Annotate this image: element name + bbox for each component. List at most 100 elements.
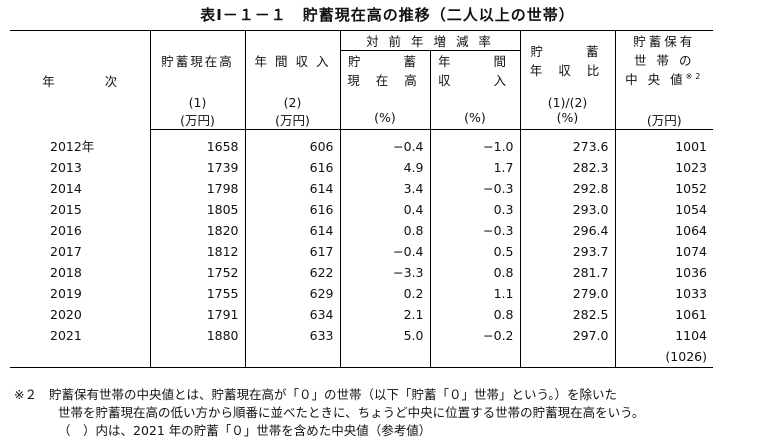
yoy-income-cell: −1.0 — [429, 129, 520, 157]
year-cell: 2019 — [50, 286, 82, 301]
savings-cell: 1739 — [149, 157, 245, 178]
median-incl-zero-cell: (1026) — [614, 346, 713, 368]
sub-ratio: (1)/(2) — [547, 95, 588, 110]
yoy-savings-cell: 0.4 — [339, 199, 430, 220]
yoy-income-cell: −0.3 — [429, 220, 520, 241]
table-row: 2014 1798 614 3.4 −0.3 292.8 1052 — [10, 178, 713, 199]
year-cell: 2020 — [50, 307, 82, 322]
year-cell: 2013 — [50, 160, 82, 175]
ratio-cell: 292.8 — [519, 178, 615, 199]
savings-cell: 1812 — [149, 241, 245, 262]
header-median: 貯蓄保有 世 帯 の 中 央 値※2 — [614, 30, 713, 89]
header-income: 年 間 収 入 — [244, 30, 340, 89]
year-cell: 2015 — [50, 202, 82, 217]
footnote-marker: ※２ — [14, 387, 37, 402]
year-cell: 2014 — [50, 181, 82, 196]
year-cell: 2016 — [50, 223, 82, 238]
income-cell: 614 — [244, 178, 340, 199]
yoy-savings-cell: 5.0 — [339, 325, 430, 346]
year-cell: 2018 — [50, 265, 82, 280]
yoy-savings-cell: 0.2 — [339, 283, 430, 304]
table-row: 2017 1812 617 −0.4 0.5 293.7 1074 — [10, 241, 713, 262]
table-row: 2013 1739 616 4.9 1.7 282.3 1023 — [10, 157, 713, 178]
footnote-text-1: 貯蓄保有世帯の中央値とは、貯蓄現在高が「０」の世帯（以下「貯蓄「０」世帯」という… — [48, 387, 617, 402]
yoy-savings-cell: 2.1 — [339, 304, 430, 325]
yoy-income-cell: −0.3 — [429, 178, 520, 199]
ratio-cell: 282.5 — [519, 304, 615, 325]
yoy-income-cell: 0.3 — [429, 199, 520, 220]
table-row: 2021 1880 633 5.0 −0.2 297.0 1104 — [10, 325, 713, 346]
footnote-line-1: ※２ 貯蓄保有世帯の中央値とは、貯蓄現在高が「０」の世帯（以下「貯蓄「０」世帯」… — [14, 386, 617, 404]
table-row: 2019 1755 629 0.2 1.1 279.0 1033 — [10, 283, 713, 304]
savings-cell: 1820 — [149, 220, 245, 241]
yoy-income-cell: 0.8 — [429, 262, 520, 283]
yoy-savings-cell: −0.4 — [339, 241, 430, 262]
table-row: 2016 1820 614 0.8 −0.3 296.4 1064 — [10, 220, 713, 241]
footnote-line-3: （ ）内は、2021 年の貯蓄「０」世帯を含めた中央値（参考値） — [58, 423, 432, 438]
unit-income: (万円) — [275, 113, 310, 128]
ratio-cell: 297.0 — [519, 325, 615, 346]
footnote-line-2: 世帯を貯蓄現在高の低い方から順番に並べたときに、ちょうど中央に位置する世帯の貯蓄… — [58, 405, 645, 420]
savings-cell: 1658 — [149, 129, 245, 157]
median-cell: 1074 — [614, 241, 713, 262]
income-cell: 633 — [244, 325, 340, 346]
header-savings: 貯蓄現在高 — [149, 30, 245, 89]
yoy-savings-cell: 3.4 — [339, 178, 430, 199]
median-cell: 1061 — [614, 304, 713, 325]
income-cell: 616 — [244, 157, 340, 178]
table-row-reference: (1026) — [10, 346, 713, 368]
table-title: 表Ⅰ－１－１ 貯蓄現在高の推移（二人以上の世帯） — [200, 6, 575, 24]
income-cell: 617 — [244, 241, 340, 262]
median-cell: 1064 — [614, 220, 713, 241]
median-cell: 1104 — [614, 325, 713, 346]
year-cell: 2012年 — [50, 138, 95, 154]
table-row: 2012年 1658 606 −0.4 −1.0 273.6 1001 — [10, 129, 713, 157]
savings-cell: 1755 — [149, 283, 245, 304]
ratio-cell: 279.0 — [519, 283, 615, 304]
header-yoy-savings: 貯 蓄 現 在 高 — [339, 50, 430, 89]
unit-ratio: (%) — [556, 110, 579, 125]
yoy-savings-cell: 0.8 — [339, 220, 430, 241]
income-cell: 634 — [244, 304, 340, 325]
yoy-income-cell: −0.2 — [429, 325, 520, 346]
savings-cell: 1805 — [149, 199, 245, 220]
income-cell: 614 — [244, 220, 340, 241]
income-cell: 629 — [244, 283, 340, 304]
median-note-marker: ※2 — [685, 71, 704, 81]
unit-savings: (万円) — [180, 113, 215, 128]
table-row: 2018 1752 622 −3.3 0.8 281.7 1036 — [10, 262, 713, 283]
ratio-cell: 293.0 — [519, 199, 615, 220]
median-cell: 1023 — [614, 157, 713, 178]
median-cell: 1052 — [614, 178, 713, 199]
median-cell: 1036 — [614, 262, 713, 283]
unit-yoy-savings: (%) — [374, 110, 396, 125]
ratio-cell: 296.4 — [519, 220, 615, 241]
header-yoy-group: 対 前 年 増 減 率 — [339, 30, 520, 51]
yoy-savings-cell: −0.4 — [339, 129, 430, 157]
table-row: 2020 1791 634 2.1 0.8 282.5 1061 — [10, 304, 713, 325]
header-ratio: 貯 蓄 年 収 比 — [519, 30, 615, 89]
income-cell: 622 — [244, 262, 340, 283]
yoy-income-cell: 1.7 — [429, 157, 520, 178]
header-year-b: 次 — [104, 74, 118, 89]
median-cell: 1033 — [614, 283, 713, 304]
sub-savings: (1) — [188, 95, 207, 110]
savings-cell: 1880 — [149, 325, 245, 346]
sub-income: (2) — [283, 95, 302, 110]
header-yoy-income: 年 間 収 入 — [429, 50, 520, 89]
yoy-savings-cell: 4.9 — [339, 157, 430, 178]
yoy-savings-cell: −3.3 — [339, 262, 430, 283]
yoy-income-cell: 0.5 — [429, 241, 520, 262]
savings-table: 年 次 貯蓄現在高 年 間 収 入 対 前 年 増 減 率 貯 蓄 年 収 比 … — [10, 30, 713, 368]
savings-cell: 1798 — [149, 178, 245, 199]
year-cell: 2017 — [50, 244, 82, 259]
ratio-cell: 281.7 — [519, 262, 615, 283]
ratio-cell: 273.6 — [519, 129, 615, 157]
unit-median: (万円) — [646, 113, 682, 128]
income-cell: 606 — [244, 129, 340, 157]
savings-cell: 1752 — [149, 262, 245, 283]
header-year-a: 年 — [42, 74, 55, 89]
unit-yoy-income: (%) — [464, 110, 486, 125]
year-cell: 2021 — [50, 328, 82, 343]
table-body: 2012年 1658 606 −0.4 −1.0 273.6 1001 2013… — [10, 129, 713, 368]
